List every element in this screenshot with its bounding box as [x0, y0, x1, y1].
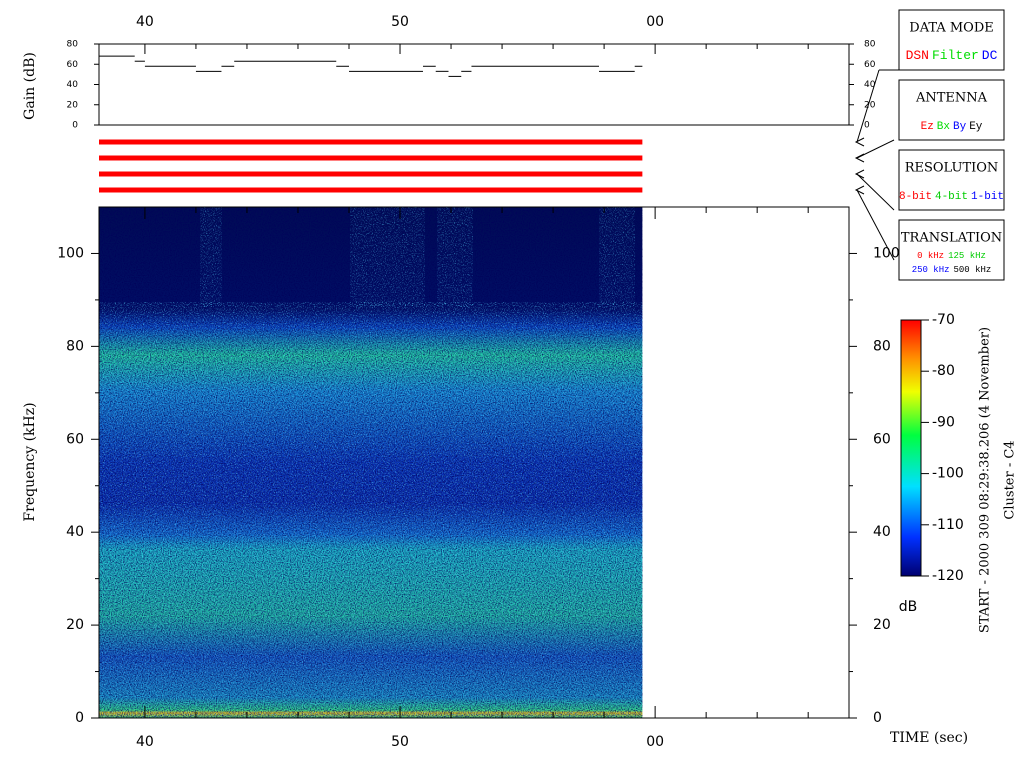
gain-y-tick-label-right: 80	[864, 40, 876, 50]
time-tick-label-top: 00	[646, 14, 664, 30]
colorbar-tick-label: -110	[932, 517, 964, 533]
control-panels: DATA MODE DSN Filter DC ANTENNA Ez Bx By Ey RESOL…	[854, 9, 1005, 281]
panel-connector	[856, 173, 895, 211]
spectrogram-speckle	[99, 302, 643, 718]
colorbar-tick-label: -80	[932, 363, 955, 379]
panel-item: By	[953, 121, 967, 133]
panel-item: 500 kHz	[954, 265, 992, 275]
freq-tick-label-right: 0	[873, 710, 882, 726]
gain-y-tick-label: 80	[67, 40, 79, 50]
time-tick-label: 40	[136, 734, 154, 750]
freq-tick-label: 20	[66, 617, 84, 633]
gain-y-tick-label-right: 40	[864, 80, 876, 90]
panel-row: DSN Filter DC	[906, 48, 998, 63]
freq-tick-label: 0	[75, 710, 84, 726]
colorbar-tick-label: -90	[932, 414, 955, 430]
spectrogram-burst	[599, 207, 635, 307]
freq-tick-label: 80	[66, 338, 84, 354]
panel-row: Ez Bx By Ey	[921, 121, 983, 133]
freq-tick-label-right: 40	[873, 524, 891, 540]
panel-item: 250 kHz	[912, 265, 950, 275]
freq-y-label: Frequency (kHz)	[22, 402, 38, 521]
panel-item: DC	[982, 48, 998, 63]
colorbar-tick-label: -100	[932, 466, 964, 482]
colorbar-tick-label: -120	[932, 568, 964, 584]
panel-title: RESOLUTION	[905, 161, 999, 176]
panel-arrow	[854, 185, 865, 195]
panel-item: Filter	[932, 48, 979, 63]
gain-y-tick-label: 20	[67, 100, 79, 110]
spectrogram-burst	[200, 207, 222, 307]
freq-tick-label-right: 100	[873, 245, 900, 261]
panel-item: 8-bit	[899, 191, 932, 203]
annotation: Cluster - C4	[1003, 440, 1018, 519]
panel-box	[898, 149, 1005, 211]
gain-y-tick-label: 40	[67, 80, 79, 90]
panel-title: TRANSLATION	[901, 231, 1002, 246]
panel-connector	[856, 139, 895, 159]
spectrogram-burst	[437, 207, 473, 307]
panel-item: 0 kHz	[917, 251, 944, 261]
gain-y-tick-label-right: 0	[864, 121, 870, 131]
panel-arrow	[854, 169, 865, 179]
time-tick-label-top: 40	[136, 14, 154, 30]
gain-y-tick-label: 0	[72, 121, 78, 131]
gain-frame	[98, 43, 850, 126]
panel-box	[898, 9, 1005, 71]
panel-box	[898, 219, 1005, 281]
panel-item: 4-bit	[935, 191, 968, 203]
freq-tick-label: 40	[66, 524, 84, 540]
gain-y-tick-label-right: 20	[864, 100, 876, 110]
freq-tick-label-right: 60	[873, 431, 891, 447]
time-tick-label: 50	[391, 734, 409, 750]
gain-y-label: Gain (dB)	[22, 52, 38, 120]
panel-item: DSN	[906, 48, 929, 63]
panel-box	[898, 79, 1005, 141]
gain-y-tick-label-right: 60	[864, 60, 876, 70]
panel-row: 0 kHz 125 kHz	[917, 251, 986, 261]
panel-title: ANTENNA	[915, 91, 988, 106]
time-tick-label-top: 50	[391, 14, 409, 30]
panel-arrow	[854, 137, 865, 147]
panel-connector	[856, 69, 880, 143]
freq-tick-label: 100	[57, 245, 84, 261]
panel-item: 125 kHz	[948, 251, 986, 261]
panel-item: Ez	[921, 121, 934, 133]
colorbar-label: dB	[899, 599, 918, 615]
time-tick-label: 00	[646, 734, 664, 750]
spectrogram-burst	[350, 207, 425, 307]
annotation: START - 2000 309 08:29:38.206 (4 Novembe…	[978, 327, 993, 633]
panel-item: 1-bit	[971, 191, 1004, 203]
colorbar-tick-label: -70	[932, 312, 955, 328]
freq-tick-label-right: 80	[873, 338, 891, 354]
panel-item: Ey	[969, 121, 983, 133]
panel-item: Bx	[937, 121, 951, 133]
panel-title: DATA MODE	[909, 21, 993, 36]
time-x-label: TIME (sec)	[890, 730, 968, 746]
panel-connector	[856, 189, 895, 261]
freq-tick-label-right: 20	[873, 617, 891, 633]
panel-row: 8-bit 4-bit 1-bit	[899, 191, 1004, 203]
freq-tick-label: 60	[66, 431, 84, 447]
colorbar	[900, 319, 922, 577]
gain-y-tick-label: 60	[67, 60, 79, 70]
panel-row: 250 kHz 500 kHz	[912, 265, 992, 275]
panel-arrow	[854, 153, 865, 163]
spectrogram-frame	[98, 206, 850, 719]
